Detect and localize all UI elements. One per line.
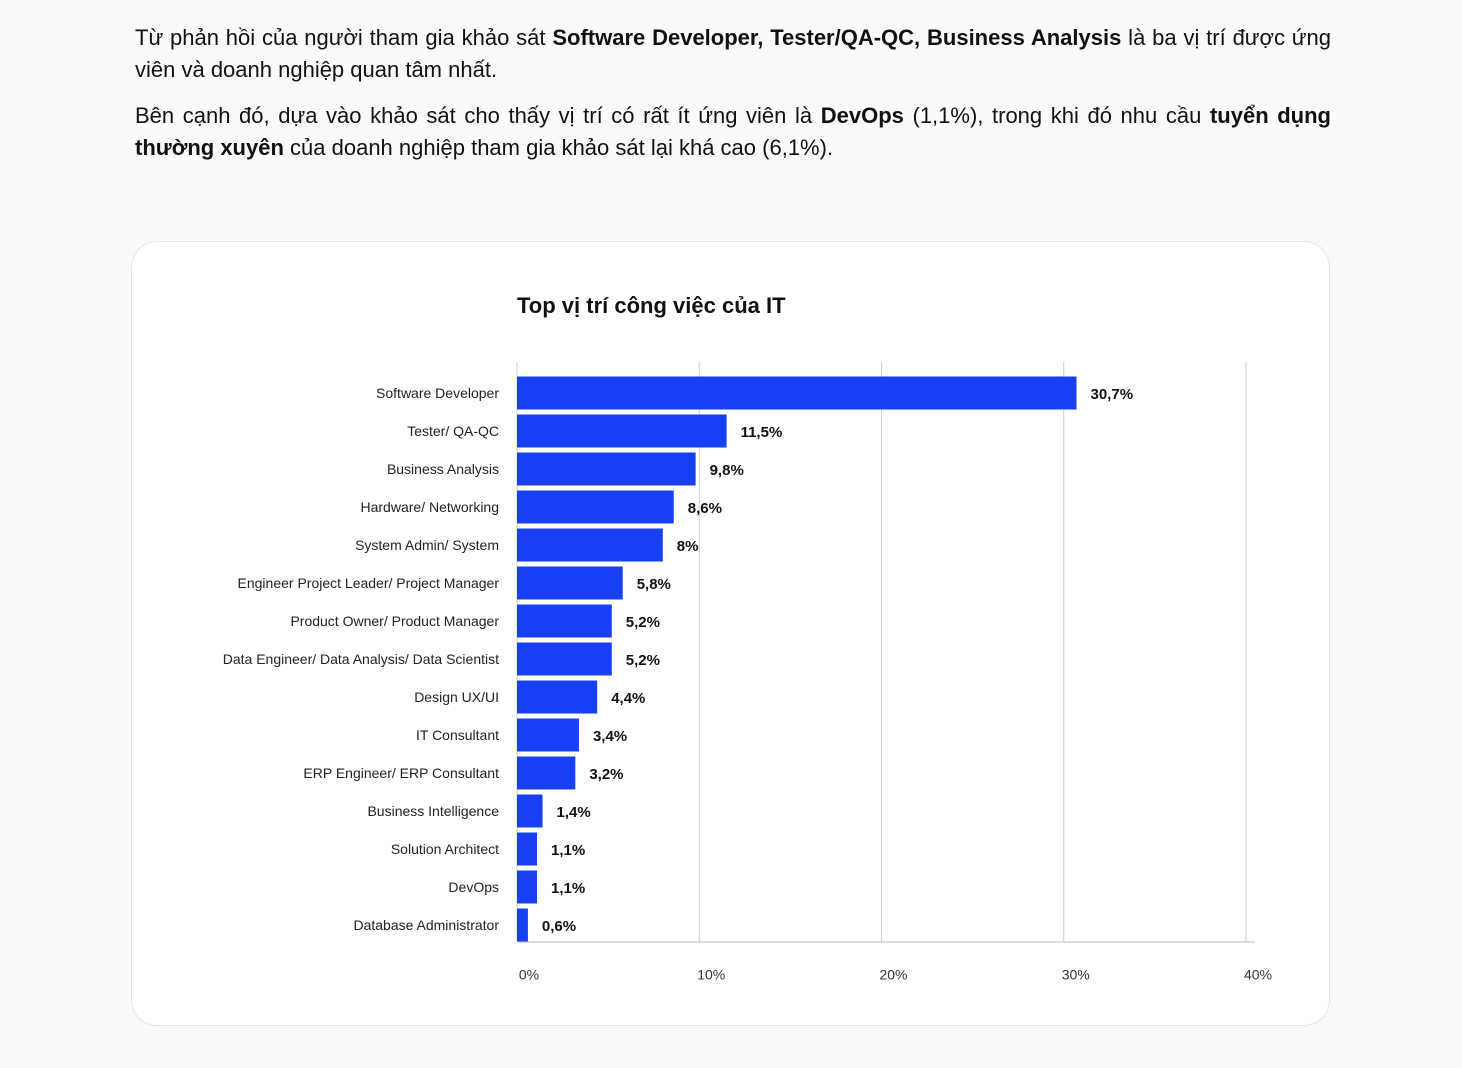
bar (517, 908, 528, 942)
bar (517, 376, 1077, 410)
y-tick-label: Business Analysis (386, 460, 499, 477)
y-tick-label: System Admin/ System (355, 536, 499, 553)
bar (517, 832, 538, 866)
x-tick-label: 40% (1244, 967, 1272, 983)
text: (1,1%), trong khi đó nhu cầu (903, 103, 1210, 128)
value-label: 1,4% (557, 804, 591, 821)
bar (517, 680, 598, 714)
y-tick-label: Product Owner/ Product Manager (290, 612, 499, 629)
x-tick-label: 20% (879, 967, 907, 983)
value-label: 3,4% (593, 728, 627, 745)
bar (517, 794, 543, 828)
bar (517, 642, 612, 676)
value-label: 5,2% (626, 614, 660, 631)
value-label: 4,4% (611, 690, 645, 707)
bar (517, 870, 538, 904)
y-tick-label: Design UX/UI (414, 688, 499, 705)
y-tick-label: Database Administrator (353, 916, 499, 933)
value-label: 9,8% (710, 462, 744, 479)
y-tick-label: IT Consultant (415, 726, 499, 743)
value-label: 11,5% (741, 424, 783, 441)
value-label: 8,6% (688, 500, 722, 517)
value-label: 5,8% (637, 576, 671, 593)
chart-card (131, 241, 1330, 1026)
bar (517, 566, 623, 600)
y-tick-label: Engineer Project Leader/ Project Manager (237, 574, 499, 591)
bold-text: Software Developer, Tester/QA-QC, Busine… (552, 25, 1122, 50)
bar (517, 452, 696, 486)
y-tick-label: DevOps (448, 878, 499, 895)
text: của doanh nghiệp tham gia khảo sát lại k… (283, 135, 834, 160)
bar (517, 414, 727, 448)
bold-text: DevOps (820, 103, 904, 128)
bar (517, 490, 674, 524)
y-tick-label: Data Engineer/ Data Analysis/ Data Scien… (222, 650, 499, 667)
y-tick-label: Tester/ QA-QC (407, 422, 499, 439)
paragraph: Từ phản hồi của người tham gia khảo sát … (135, 22, 1331, 86)
text: Bên cạnh đó, dựa vào khảo sát cho thấy v… (135, 103, 821, 128)
value-label: 5,2% (626, 652, 660, 669)
bold-text: tuyển dụng thường xuyên (135, 103, 1331, 160)
text: là ba vị trí được ứng viên và doanh nghi… (135, 25, 1332, 82)
y-tick-label: Business Intelligence (367, 802, 499, 819)
y-tick-label: ERP Engineer/ ERP Consultant (303, 764, 499, 781)
bar (517, 756, 576, 790)
y-tick-label: Solution Architect (390, 840, 499, 857)
x-tick-label: 10% (697, 967, 725, 983)
y-tick-label: Software Developer (376, 384, 499, 401)
value-label: 1,1% (551, 880, 585, 897)
value-label: 1,1% (551, 842, 585, 859)
bar (517, 528, 663, 562)
value-label: 3,2% (589, 766, 623, 783)
value-label: 0,6% (542, 918, 576, 935)
x-tick-label: 0% (519, 967, 539, 983)
text: Từ phản hồi của người tham gia khảo sát (135, 25, 553, 50)
paragraph: Bên cạnh đó, dựa vào khảo sát cho thấy v… (135, 100, 1331, 164)
x-tick-label: 30% (1062, 967, 1090, 983)
chart-title: Top vị trí công việc của IT (517, 293, 786, 318)
value-label: 8% (677, 538, 699, 555)
bar (517, 718, 579, 752)
bar (517, 604, 612, 638)
value-label: 30,7% (1091, 386, 1134, 403)
y-tick-label: Hardware/ Networking (360, 498, 500, 515)
